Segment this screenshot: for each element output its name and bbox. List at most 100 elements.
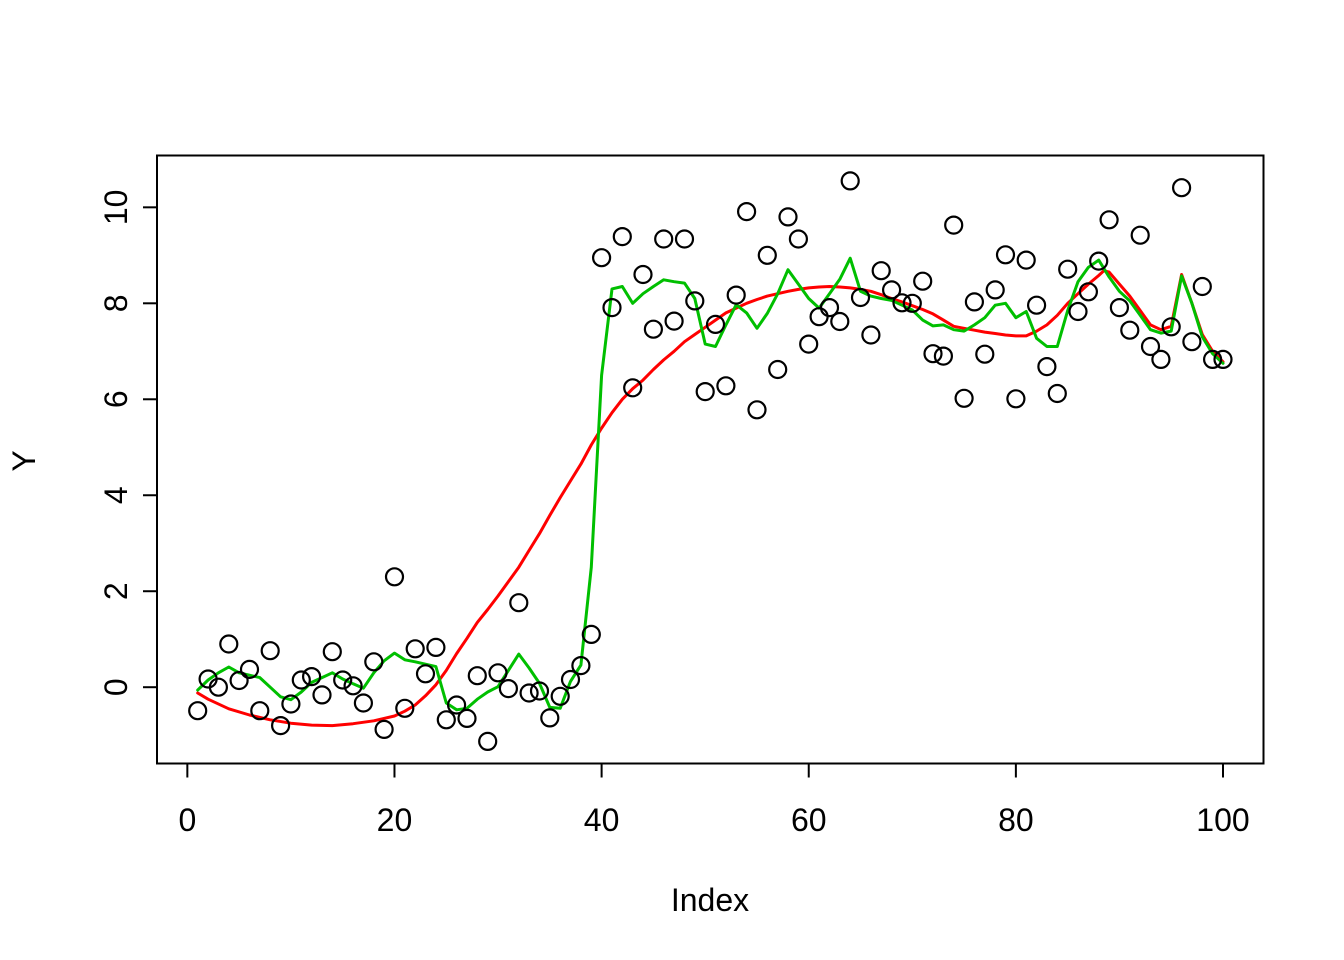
data-point <box>747 400 767 420</box>
x-tick-label: 40 <box>584 802 620 838</box>
data-point <box>436 710 456 730</box>
data-point <box>1192 276 1212 297</box>
y-tick-label: 0 <box>98 678 134 696</box>
data-point <box>923 344 943 364</box>
data-point <box>1213 349 1233 369</box>
data-point <box>591 248 612 268</box>
data-point <box>840 171 860 191</box>
data-point <box>995 245 1016 265</box>
data-point <box>250 701 270 721</box>
data-point <box>281 694 301 714</box>
y-tick-label: 6 <box>98 390 134 408</box>
data-point <box>768 359 788 380</box>
data-point <box>426 637 446 658</box>
data-point <box>478 731 498 752</box>
data-point <box>1006 389 1026 409</box>
data-point <box>1016 250 1036 270</box>
data-point <box>1151 349 1171 369</box>
data-point <box>1130 225 1150 245</box>
data-point <box>353 693 373 713</box>
data-point <box>312 685 332 705</box>
data-point <box>799 334 819 354</box>
data-point <box>933 346 954 366</box>
y-tick-label: 2 <box>98 582 134 600</box>
data-point <box>239 659 260 680</box>
data-point <box>509 593 529 613</box>
x-tick-label: 80 <box>998 802 1034 838</box>
data-point <box>985 280 1005 300</box>
data-point <box>1068 301 1088 322</box>
x-tick-label: 60 <box>791 802 827 838</box>
data-point <box>788 229 809 249</box>
data-point <box>944 215 964 235</box>
data-point <box>488 663 508 683</box>
data-point <box>1140 336 1161 357</box>
data-point <box>726 285 746 305</box>
data-point <box>623 378 643 398</box>
data-point <box>975 344 995 364</box>
data-point <box>1026 295 1047 315</box>
x-axis-title: Index <box>671 882 749 918</box>
series-layer <box>188 171 1233 752</box>
data-point <box>260 641 280 661</box>
data-point <box>757 245 777 265</box>
data-point <box>447 695 467 715</box>
data-point <box>457 708 477 729</box>
data-point <box>229 670 249 691</box>
x-tick-label: 100 <box>1196 802 1249 838</box>
data-point <box>819 298 840 318</box>
data-point <box>1089 251 1109 271</box>
data-point <box>674 229 695 249</box>
data-point <box>322 642 342 662</box>
data-point <box>343 676 363 696</box>
data-point <box>415 664 436 684</box>
data-point <box>271 715 291 736</box>
data-point <box>716 376 736 396</box>
data-point <box>374 719 394 740</box>
data-point <box>654 229 674 249</box>
data-point <box>736 202 757 222</box>
data-point <box>861 325 881 345</box>
data-point <box>291 670 311 690</box>
data-point <box>581 624 601 645</box>
data-point <box>705 314 726 334</box>
data-point <box>302 666 322 687</box>
data-point <box>612 227 632 247</box>
data-point <box>188 701 208 721</box>
smooth-fit-line <box>196 269 1225 728</box>
data-point <box>405 639 425 659</box>
data-point <box>1120 320 1140 340</box>
data-point <box>633 264 653 285</box>
data-point <box>540 708 560 728</box>
y-axis-title: Y <box>6 450 42 471</box>
data-point <box>664 311 684 331</box>
data-point <box>1037 357 1057 377</box>
data-point <box>830 311 850 332</box>
data-point <box>364 652 384 672</box>
data-point <box>1109 298 1130 318</box>
data-point <box>571 655 591 676</box>
y-axis: 0 2 4 6 8 10 <box>98 190 157 696</box>
data-point <box>467 666 487 686</box>
data-point <box>560 669 581 690</box>
data-point <box>208 677 228 697</box>
data-point <box>1047 383 1067 404</box>
data-point <box>685 291 705 311</box>
data-point <box>1161 317 1181 337</box>
data-point <box>519 683 539 703</box>
data-point <box>964 292 985 312</box>
data-point <box>602 298 622 318</box>
data-point <box>550 686 570 706</box>
x-axis: 0 20 40 60 80 100 <box>178 763 1250 838</box>
data-point <box>892 293 912 313</box>
data-point <box>219 634 239 654</box>
plot-box <box>156 154 1265 765</box>
data-point <box>913 271 933 291</box>
y-tick-label: 8 <box>98 294 134 312</box>
data-point <box>695 382 715 402</box>
y-tick-label: 4 <box>98 486 134 504</box>
data-point <box>1202 349 1223 369</box>
data-point <box>529 681 550 701</box>
